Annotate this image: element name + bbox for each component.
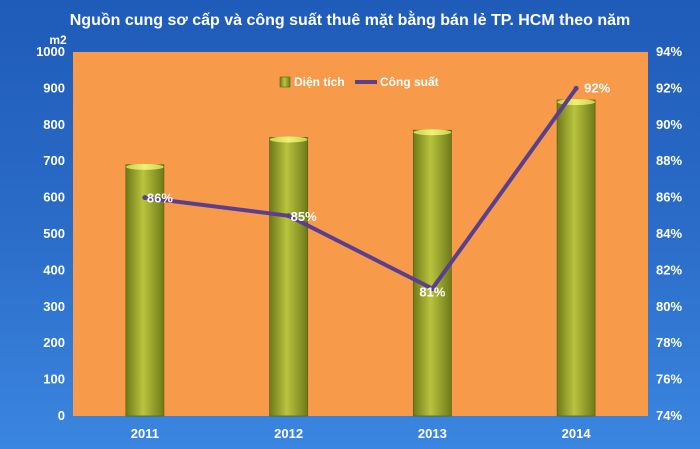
left-tick-label: 200 bbox=[43, 335, 65, 350]
left-tick-label: 600 bbox=[43, 190, 65, 205]
right-tick-label: 74% bbox=[656, 408, 682, 423]
left-axis-unit: m2 bbox=[49, 33, 67, 47]
x-axis: 2011 2012 2013 2014 bbox=[131, 426, 592, 441]
x-tick-label: 2011 bbox=[131, 426, 159, 441]
right-tick-label: 84% bbox=[656, 226, 682, 241]
right-tick-label: 82% bbox=[656, 262, 682, 277]
plot-area bbox=[73, 52, 648, 416]
line-data-label: 92% bbox=[584, 80, 610, 95]
right-tick-label: 88% bbox=[656, 153, 682, 168]
bar-2012 bbox=[269, 137, 309, 417]
left-tick-label: 400 bbox=[43, 262, 65, 277]
capacity-line bbox=[144, 87, 578, 291]
line-point bbox=[286, 213, 292, 219]
left-tick-label: 700 bbox=[43, 153, 65, 168]
left-tick-label: 500 bbox=[43, 226, 65, 241]
legend: Diện tích Công suất bbox=[279, 75, 439, 89]
line-data-label: 86% bbox=[147, 191, 173, 206]
right-tick-label: 92% bbox=[656, 80, 682, 95]
line-data-label: 85% bbox=[291, 209, 317, 224]
bar-cap bbox=[269, 136, 308, 143]
bar-cap bbox=[413, 129, 452, 136]
line-point bbox=[573, 85, 579, 91]
bar-2011 bbox=[125, 164, 165, 417]
legend-bar-label: Diện tích bbox=[294, 75, 345, 89]
left-tick-label: 800 bbox=[43, 117, 65, 132]
x-tick-label: 2012 bbox=[274, 426, 303, 441]
line-point bbox=[142, 195, 148, 201]
left-tick-label: 100 bbox=[43, 372, 65, 387]
chart-title: Nguồn cung sơ cấp và công suất thuê mặt … bbox=[70, 10, 630, 29]
left-axis: 0 100 200 300 400 500 600 700 800 900 1000 bbox=[36, 44, 65, 423]
right-tick-label: 90% bbox=[656, 117, 682, 132]
right-tick-label: 76% bbox=[656, 372, 682, 387]
bar-2014 bbox=[556, 99, 596, 417]
left-tick-label: 900 bbox=[43, 80, 65, 95]
right-axis: 74% 76% 78% 80% 82% 84% 86% 88% 90% 92% 94% bbox=[656, 44, 682, 423]
right-tick-label: 78% bbox=[656, 335, 682, 350]
right-tick-label: 94% bbox=[656, 44, 682, 59]
left-tick-label: 300 bbox=[43, 299, 65, 314]
bar-cap bbox=[125, 163, 164, 170]
right-tick-label: 86% bbox=[656, 190, 682, 205]
line-point bbox=[429, 286, 435, 292]
line-series: 86% 85% 81% 92% bbox=[142, 80, 611, 300]
right-tick-label: 80% bbox=[656, 299, 682, 314]
legend-bar-swatch bbox=[279, 76, 291, 88]
legend-line-label: Công suất bbox=[380, 75, 439, 89]
left-tick-label: 1000 bbox=[36, 44, 65, 59]
x-tick-label: 2013 bbox=[418, 426, 447, 441]
line-data-label: 81% bbox=[419, 285, 445, 300]
left-tick-label: 0 bbox=[58, 408, 65, 423]
bar-series bbox=[125, 99, 596, 417]
x-tick-label: 2014 bbox=[562, 426, 592, 441]
